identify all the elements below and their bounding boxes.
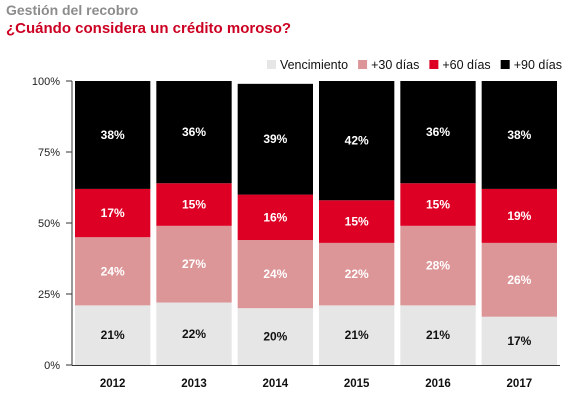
bar-segment <box>156 302 232 365</box>
data-label: 15% <box>182 198 206 212</box>
data-label: 17% <box>507 334 531 348</box>
y-tick-label: 100% <box>32 76 60 88</box>
bar-segment <box>237 240 313 309</box>
bar-segment <box>156 81 232 184</box>
data-label: 21% <box>345 328 369 342</box>
data-label: 39% <box>263 132 287 146</box>
bar-segment <box>319 305 395 365</box>
chart-title: ¿Cuándo considera un crédito moroso? <box>6 20 292 37</box>
bar-segment <box>319 200 395 243</box>
legend-label: +60 días <box>442 58 490 72</box>
y-tick-label: 25% <box>38 289 60 301</box>
data-label: 21% <box>426 328 450 342</box>
x-tick-label: 2015 <box>344 378 370 390</box>
data-label: 27% <box>182 257 206 271</box>
bar-segment <box>156 225 232 303</box>
data-label: 24% <box>263 267 287 281</box>
chart-subtitle: Gestión del recobro <box>6 2 139 18</box>
data-label: 36% <box>182 125 206 139</box>
bar-segment <box>237 194 313 241</box>
bar-segment <box>400 183 476 226</box>
data-label: 38% <box>507 128 531 142</box>
data-label: 19% <box>507 209 531 223</box>
bar-segment <box>481 188 557 243</box>
bar-segment <box>481 316 557 365</box>
bar-segment <box>400 81 476 184</box>
data-label: 17% <box>101 206 125 220</box>
data-label: 24% <box>101 264 125 278</box>
data-label: 20% <box>263 330 287 344</box>
y-tick-label: 50% <box>38 218 60 230</box>
data-label: 22% <box>345 267 369 281</box>
bar-segment <box>319 81 395 201</box>
bar-segment <box>237 308 313 365</box>
data-label: 15% <box>345 215 369 229</box>
data-label: 21% <box>101 328 125 342</box>
y-tick-label: 0% <box>44 360 60 372</box>
bar-segment <box>75 188 151 238</box>
bar-segment <box>237 83 313 195</box>
legend-swatch <box>500 60 510 69</box>
bar-segment <box>156 183 232 226</box>
data-label: 15% <box>426 198 450 212</box>
legend-label: Vencimiento <box>280 58 348 72</box>
data-label: 28% <box>426 259 450 273</box>
bar-segment <box>481 242 557 317</box>
bar-segment <box>400 225 476 306</box>
bar-segment <box>75 81 151 189</box>
bar-segment <box>75 305 151 365</box>
legend-swatch <box>358 60 368 69</box>
bar-segment <box>319 242 395 306</box>
bar-segment <box>400 305 476 365</box>
x-tick-label: 2012 <box>100 378 126 390</box>
data-label: 16% <box>263 210 287 224</box>
bar-segment <box>75 237 151 306</box>
x-tick-label: 2017 <box>507 378 533 390</box>
legend-label: +90 días <box>514 58 562 72</box>
x-tick-label: 2016 <box>425 378 451 390</box>
data-label: 36% <box>426 125 450 139</box>
x-tick-label: 2013 <box>181 378 207 390</box>
data-label: 38% <box>101 128 125 142</box>
data-label: 42% <box>345 134 369 148</box>
bar-segment <box>481 81 557 189</box>
y-tick-label: 75% <box>38 147 60 159</box>
x-tick-label: 2014 <box>263 378 289 390</box>
data-label: 26% <box>507 273 531 287</box>
legend-swatch <box>429 60 439 69</box>
legend-label: +30 días <box>371 58 419 72</box>
legend-swatch <box>266 60 276 69</box>
data-label: 22% <box>182 327 206 341</box>
